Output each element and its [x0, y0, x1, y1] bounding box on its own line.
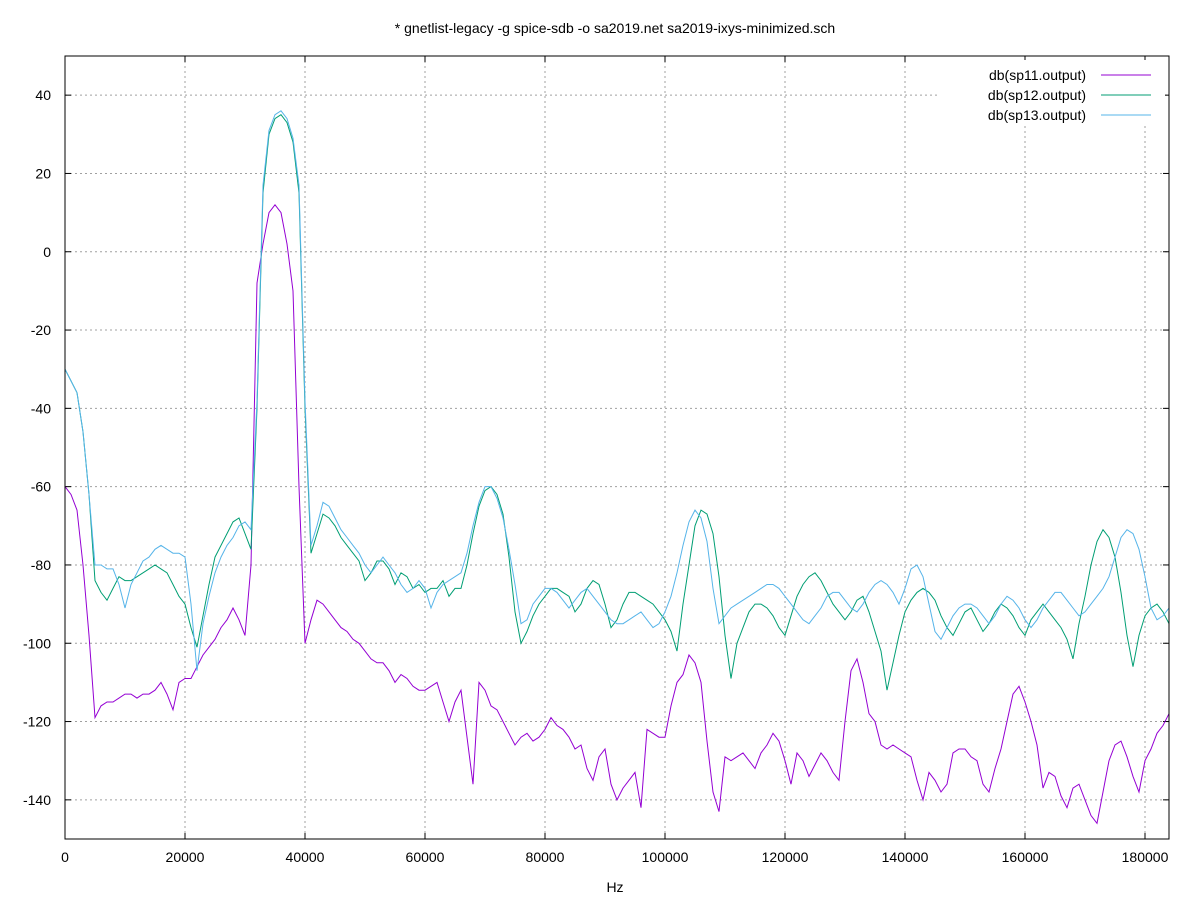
y-tick-label: -40: [31, 400, 51, 416]
plot-area: [64, 110, 1170, 825]
axes: 40 20 0 -20 -40 -60 -80 -100 -120 -140 0 20000 40000…: [23, 56, 1169, 865]
y-tick-label: 0: [43, 244, 51, 260]
legend: db(sp11.output) db(sp12.output) db(sp13.ou…: [940, 60, 1165, 126]
x-tick-label: 160000: [1002, 849, 1049, 865]
y-tick-label: -80: [31, 557, 51, 573]
series-line-sp13: [64, 110, 1170, 671]
y-tick-label: -140: [23, 792, 51, 808]
chart-title: * gnetlist-legacy -g spice-sdb -o sa2019…: [395, 20, 835, 36]
x-tick-label: 0: [61, 849, 69, 865]
x-tick-label: 60000: [406, 849, 445, 865]
x-tick-label: 140000: [882, 849, 929, 865]
series-line-sp11: [64, 203, 1170, 825]
x-tick-label: 20000: [166, 849, 205, 865]
plot-frame: [64, 55, 1170, 840]
series-line-sp12: [64, 114, 1170, 691]
y-tick-label: -60: [31, 479, 51, 495]
legend-label: db(sp13.output): [988, 107, 1086, 123]
x-tick-label: 40000: [286, 849, 325, 865]
legend-label: db(sp11.output): [989, 67, 1086, 83]
x-tick-label: 80000: [526, 849, 565, 865]
x-tick-label: 180000: [1122, 849, 1169, 865]
x-tick-label: 120000: [762, 849, 809, 865]
x-axis-label: Hz: [606, 879, 623, 895]
legend-label: db(sp12.output): [988, 87, 1086, 103]
y-tick-label: -20: [31, 322, 51, 338]
x-tick-label: 100000: [642, 849, 689, 865]
y-tick-label: -100: [23, 635, 51, 651]
y-tick-label: 20: [35, 165, 51, 181]
y-tick-label: 40: [35, 87, 51, 103]
grid: [65, 56, 1169, 839]
y-tick-label: -120: [23, 714, 51, 730]
